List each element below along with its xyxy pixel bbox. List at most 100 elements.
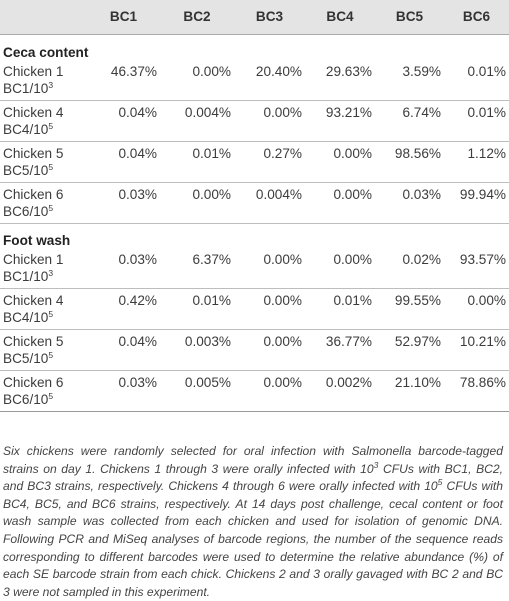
dose-text: BC4/10 xyxy=(3,122,49,137)
value-cell: 0.005% xyxy=(160,370,234,412)
table-row: Chicken 5 BC5/105 0.04% 0.01% 0.27% 0.00% 98.5… xyxy=(0,141,509,183)
dose-text: BC5/10 xyxy=(3,351,49,366)
value-cell: 0.002% xyxy=(305,370,375,412)
dose-exponent: 3 xyxy=(48,268,54,278)
dose-text: BC4/10 xyxy=(3,310,49,325)
row-label: Chicken 5 BC5/105 xyxy=(0,329,87,371)
value-cell: 99.55% xyxy=(375,288,444,330)
value-cell: 21.10% xyxy=(375,370,444,412)
value-cell: 93.21% xyxy=(305,100,375,142)
dose-exponent: 3 xyxy=(48,80,54,90)
value-cell: 0.00% xyxy=(234,288,305,330)
dose-text: BC1/10 xyxy=(3,81,49,96)
abundance-table: BC1 BC2 BC3 BC4 BC5 BC6 Ceca content Chic… xyxy=(0,0,509,412)
footnote-text: Six chickens were randomly selected for … xyxy=(3,444,503,476)
table-row: Chicken 4 BC4/105 0.04% 0.004% 0.00% 93.21% 6.… xyxy=(0,100,509,142)
value-cell: 0.04% xyxy=(87,141,160,183)
value-cell: 6.74% xyxy=(375,100,444,142)
value-cell: 3.59% xyxy=(375,59,444,101)
value-cell: 0.00% xyxy=(305,182,375,224)
value-cell: 99.94% xyxy=(444,182,509,224)
dose-exponent: 5 xyxy=(48,391,54,401)
row-label: Chicken 6 BC6/105 xyxy=(0,182,87,224)
footnote-text: CFUs with BC4, BC5, and BC6 strains, res… xyxy=(3,479,503,599)
value-cell: 78.86% xyxy=(444,370,509,412)
value-cell: 0.00% xyxy=(234,329,305,371)
value-cell: 0.00% xyxy=(444,288,509,330)
row-label: Chicken 4 BC4/105 xyxy=(0,288,87,330)
header-cell xyxy=(0,0,87,35)
dose-text: BC5/10 xyxy=(3,163,49,178)
value-cell: 0.04% xyxy=(87,100,160,142)
value-cell: 93.57% xyxy=(444,247,509,289)
header-cell: BC3 xyxy=(234,0,305,35)
value-cell: 10.21% xyxy=(444,329,509,371)
value-cell: 46.37% xyxy=(87,59,160,101)
value-cell: 0.02% xyxy=(375,247,444,289)
chicken-label: Chicken 6 xyxy=(3,374,64,390)
header-cell: BC1 xyxy=(87,0,160,35)
value-cell: 52.97% xyxy=(375,329,444,371)
chicken-label: Chicken 4 xyxy=(3,292,64,308)
table-footnote: Six chickens were randomly selected for … xyxy=(3,443,503,601)
section-row: Ceca content xyxy=(0,34,509,60)
chicken-label: Chicken 6 xyxy=(3,186,64,202)
dose-label: BC6/105 xyxy=(3,203,84,221)
row-label: Chicken 1 BC1/103 xyxy=(0,247,87,289)
dose-label: BC6/105 xyxy=(3,391,84,409)
value-cell: 0.00% xyxy=(160,59,234,101)
value-cell: 0.27% xyxy=(234,141,305,183)
chicken-label: Chicken 4 xyxy=(3,104,64,120)
value-cell: 98.56% xyxy=(375,141,444,183)
header-cell: BC6 xyxy=(444,0,509,35)
value-cell: 0.00% xyxy=(234,370,305,412)
table-row: Chicken 5 BC5/105 0.04% 0.003% 0.00% 36.77% 52… xyxy=(0,329,509,371)
value-cell: 0.004% xyxy=(160,100,234,142)
value-cell: 0.03% xyxy=(87,182,160,224)
row-label: Chicken 4 BC4/105 xyxy=(0,100,87,142)
section-row: Foot wash xyxy=(0,223,509,248)
value-cell: 0.03% xyxy=(87,247,160,289)
value-cell: 0.01% xyxy=(444,59,509,101)
footnote-exponent: 5 xyxy=(437,477,443,488)
value-cell: 0.01% xyxy=(305,288,375,330)
value-cell: 6.37% xyxy=(160,247,234,289)
value-cell: 0.00% xyxy=(234,247,305,289)
dose-label: BC5/105 xyxy=(3,350,84,368)
dose-exponent: 5 xyxy=(48,309,54,319)
row-label: Chicken 6 BC6/105 xyxy=(0,370,87,412)
value-cell: 0.00% xyxy=(234,100,305,142)
value-cell: 0.03% xyxy=(87,370,160,412)
footnote-text: CFUs with BC1, BC2, and BC3 strains, res… xyxy=(3,461,503,494)
value-cell: 20.40% xyxy=(234,59,305,101)
table-row: Chicken 6 BC6/105 0.03% 0.005% 0.00% 0.002% 21… xyxy=(0,370,509,412)
value-cell: 0.00% xyxy=(305,247,375,289)
dose-exponent: 5 xyxy=(48,121,54,131)
header-row: BC1 BC2 BC3 BC4 BC5 BC6 xyxy=(0,0,509,35)
row-label: Chicken 5 BC5/105 xyxy=(0,141,87,183)
value-cell: 36.77% xyxy=(305,329,375,371)
header-cell: BC4 xyxy=(305,0,375,35)
dose-text: BC6/10 xyxy=(3,204,49,219)
dose-label: BC1/103 xyxy=(3,80,84,98)
dose-label: BC5/105 xyxy=(3,162,84,180)
value-cell: 0.04% xyxy=(87,329,160,371)
chicken-label: Chicken 5 xyxy=(3,333,64,349)
value-cell: 0.42% xyxy=(87,288,160,330)
table-row: Chicken 1 BC1/103 46.37% 0.00% 20.40% 29.63% 3… xyxy=(0,59,509,101)
table-row: Chicken 1 BC1/103 0.03% 6.37% 0.00% 0.00% 0.02… xyxy=(0,247,509,289)
value-cell: 0.003% xyxy=(160,329,234,371)
header-cell: BC2 xyxy=(160,0,234,35)
value-cell: 0.03% xyxy=(375,182,444,224)
section-title: Foot wash xyxy=(3,232,71,248)
chicken-label: Chicken 5 xyxy=(3,145,64,161)
value-cell: 0.004% xyxy=(234,182,305,224)
section-title: Ceca content xyxy=(3,44,89,60)
chicken-label: Chicken 1 xyxy=(3,251,64,267)
dose-label: BC4/105 xyxy=(3,309,84,327)
value-cell: 0.01% xyxy=(160,141,234,183)
table-row: Chicken 4 BC4/105 0.42% 0.01% 0.00% 0.01% 99.5… xyxy=(0,288,509,330)
dose-label: BC1/103 xyxy=(3,268,84,286)
header-cell: BC5 xyxy=(375,0,444,35)
